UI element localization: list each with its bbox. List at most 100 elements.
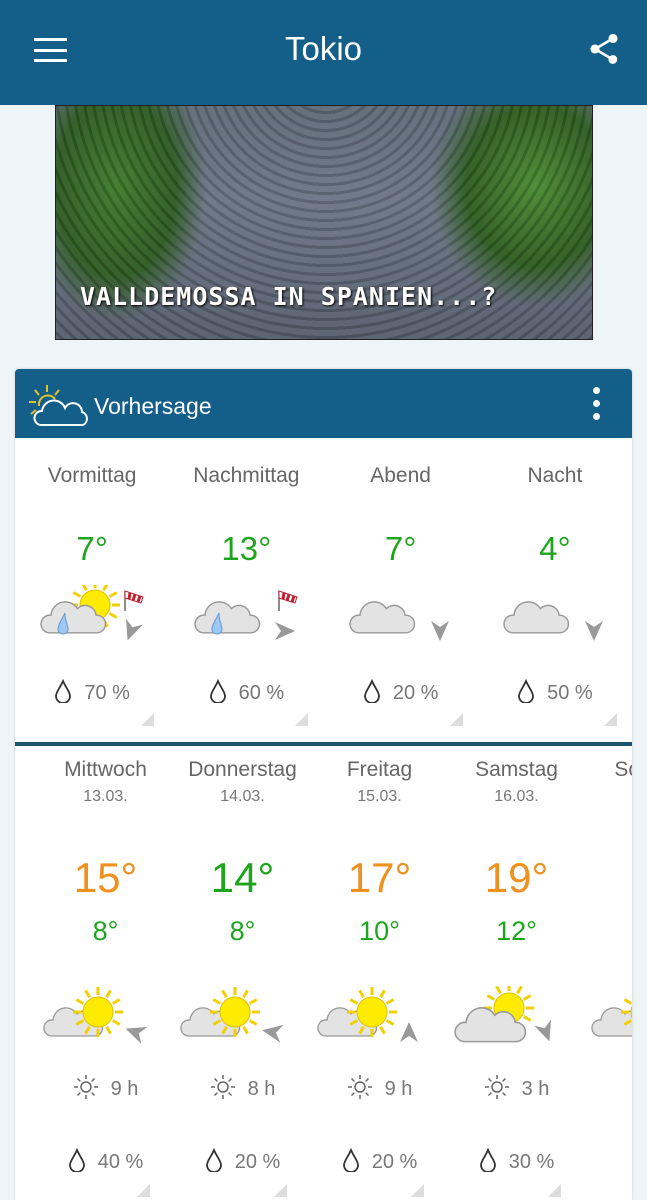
period-forecast: Vormittag 7° 70 % Nachmittag 13° 60 % Ab… xyxy=(15,438,632,742)
day-samstag[interactable]: Samstag 16.03. 19° 12° 3 h 30 % xyxy=(448,746,585,1200)
sunshine-hours: 9 h xyxy=(37,1074,174,1101)
wind-arrow-down-left-icon xyxy=(119,618,143,648)
period-temperature: 13° xyxy=(221,530,272,567)
wind-sock-icon xyxy=(277,589,299,618)
raindrop-icon xyxy=(342,1147,372,1173)
forecast-header: Vorhersage xyxy=(15,369,632,438)
period-label: Nacht xyxy=(527,464,583,487)
page-title: Tokio xyxy=(284,30,363,67)
forecast-card: Vorhersage Vormittag 7° 70 % Nachmittag … xyxy=(15,369,632,1200)
rain-probability: 20 % xyxy=(324,678,478,705)
wind-arrow-right-icon xyxy=(273,619,297,648)
weather-sun-cloud-icon xyxy=(317,986,407,1051)
sunshine-hours xyxy=(585,1074,632,1101)
expand-corner-icon[interactable] xyxy=(411,1184,424,1197)
daily-forecast[interactable]: Mittwoch 13.03. 15° 8° 9 h 40 % Donnerst… xyxy=(15,746,632,1200)
rain-probability: 20 % xyxy=(174,1147,311,1174)
period-nachmittag[interactable]: Nachmittag 13° 60 % xyxy=(169,438,323,742)
high-temperature: 14° xyxy=(210,854,275,901)
weather-sun-cloud-icon xyxy=(43,986,133,1051)
rain-probability: 20 % xyxy=(311,1147,448,1174)
rain-probability: 50 % xyxy=(478,678,632,705)
rain-probability: 60 % xyxy=(169,678,323,705)
rain-probability xyxy=(585,1148,632,1174)
sun-icon xyxy=(484,1075,522,1100)
sunshine-hours: 8 h xyxy=(174,1074,311,1101)
raindrop-icon xyxy=(517,678,547,704)
day-name: Freitag xyxy=(346,758,413,781)
weather-cloud-icon xyxy=(503,585,593,650)
day-donnerstag[interactable]: Donnerstag 14.03. 14° 8° 8 h 20 % xyxy=(174,746,311,1200)
day-name: Samstag xyxy=(475,758,558,781)
banner-caption: VALLDEMOSSA IN SPANIEN...? xyxy=(80,282,498,311)
rain-probability: 70 % xyxy=(15,678,169,705)
low-temperature: 8° xyxy=(229,916,256,946)
day-date: 17.03. xyxy=(585,788,632,806)
hamburger-menu-icon[interactable] xyxy=(34,38,67,62)
expand-corner-icon[interactable] xyxy=(141,713,154,726)
rain-probability: 40 % xyxy=(37,1147,174,1174)
banner-image xyxy=(56,106,592,339)
expand-corner-icon[interactable] xyxy=(274,1184,287,1197)
high-temperature: 17° xyxy=(347,854,412,901)
weather-cloud-rain-icon xyxy=(194,585,284,650)
period-abend[interactable]: Abend 7° 20 % xyxy=(324,438,478,742)
ad-banner[interactable]: VALLDEMOSSA IN SPANIEN...? xyxy=(55,105,593,340)
period-label: Abend xyxy=(370,464,431,487)
period-label: Vormittag xyxy=(47,464,137,487)
day-date: 16.03. xyxy=(494,788,539,805)
period-temperature: 7° xyxy=(384,530,417,567)
weather-sun-cloud-icon xyxy=(591,986,632,1051)
expand-corner-icon[interactable] xyxy=(603,713,617,726)
wind-sock-icon xyxy=(123,589,145,618)
sunshine-hours: 3 h xyxy=(448,1074,585,1101)
expand-corner-icon[interactable] xyxy=(295,713,309,726)
expand-corner-icon[interactable] xyxy=(548,1184,561,1197)
raindrop-icon xyxy=(68,1147,98,1173)
expand-corner-icon[interactable] xyxy=(137,1184,150,1197)
raindrop-icon xyxy=(209,678,239,704)
day-sonntag[interactable]: Sonntag 17.03. xyxy=(585,746,632,1200)
period-vormittag[interactable]: Vormittag 7° 70 % xyxy=(15,438,169,742)
day-name: Sonntag xyxy=(614,758,632,781)
low-temperature: 12° xyxy=(496,916,537,946)
wind-arrow-left-thin-icon xyxy=(260,1020,284,1049)
weather-cloud-sun-icon xyxy=(454,983,544,1051)
day-date: 15.03. xyxy=(357,788,402,805)
share-icon[interactable] xyxy=(586,31,622,72)
weather-cloud-sun-rain-icon xyxy=(40,580,130,650)
raindrop-icon xyxy=(54,678,84,704)
sun-icon xyxy=(210,1075,248,1100)
raindrop-icon xyxy=(363,678,393,704)
sun-icon xyxy=(73,1075,111,1100)
sun-icon xyxy=(347,1075,385,1100)
wind-arrow-down-icon xyxy=(428,619,452,648)
low-temperature: 8° xyxy=(92,916,119,946)
day-freitag[interactable]: Freitag 15.03. 17° 10° 9 h 20 % xyxy=(311,746,448,1200)
forecast-title: Vorhersage xyxy=(94,393,212,419)
sunshine-hours: 9 h xyxy=(311,1074,448,1101)
day-mittwoch[interactable]: Mittwoch 13.03. 15° 8° 9 h 40 % xyxy=(37,746,174,1200)
weather-sun-cloud-icon xyxy=(180,986,270,1051)
wind-arrow-down-right-icon xyxy=(534,1019,558,1049)
divider xyxy=(15,742,632,746)
expand-corner-icon[interactable] xyxy=(449,713,463,726)
period-temperature: 7° xyxy=(76,530,108,567)
wind-arrow-left-icon xyxy=(123,1020,148,1049)
period-label: Nachmittag xyxy=(193,464,300,487)
wind-arrow-up-icon xyxy=(397,1020,421,1049)
day-name: Mittwoch xyxy=(64,758,147,781)
raindrop-icon xyxy=(205,1147,235,1173)
weather-cloud-icon xyxy=(348,585,439,650)
app-bar: Tokio xyxy=(0,0,647,105)
day-date: 14.03. xyxy=(220,788,265,805)
raindrop-icon xyxy=(479,1147,509,1173)
low-temperature: 10° xyxy=(359,916,400,946)
sun-cloud-icon xyxy=(27,382,89,432)
day-name: Donnerstag xyxy=(188,758,297,781)
high-temperature: 19° xyxy=(484,854,549,901)
period-temperature: 4° xyxy=(539,530,571,567)
day-date: 13.03. xyxy=(83,788,128,805)
more-options-icon[interactable] xyxy=(589,387,603,423)
period-nacht[interactable]: Nacht 4° 50 % xyxy=(478,438,632,742)
